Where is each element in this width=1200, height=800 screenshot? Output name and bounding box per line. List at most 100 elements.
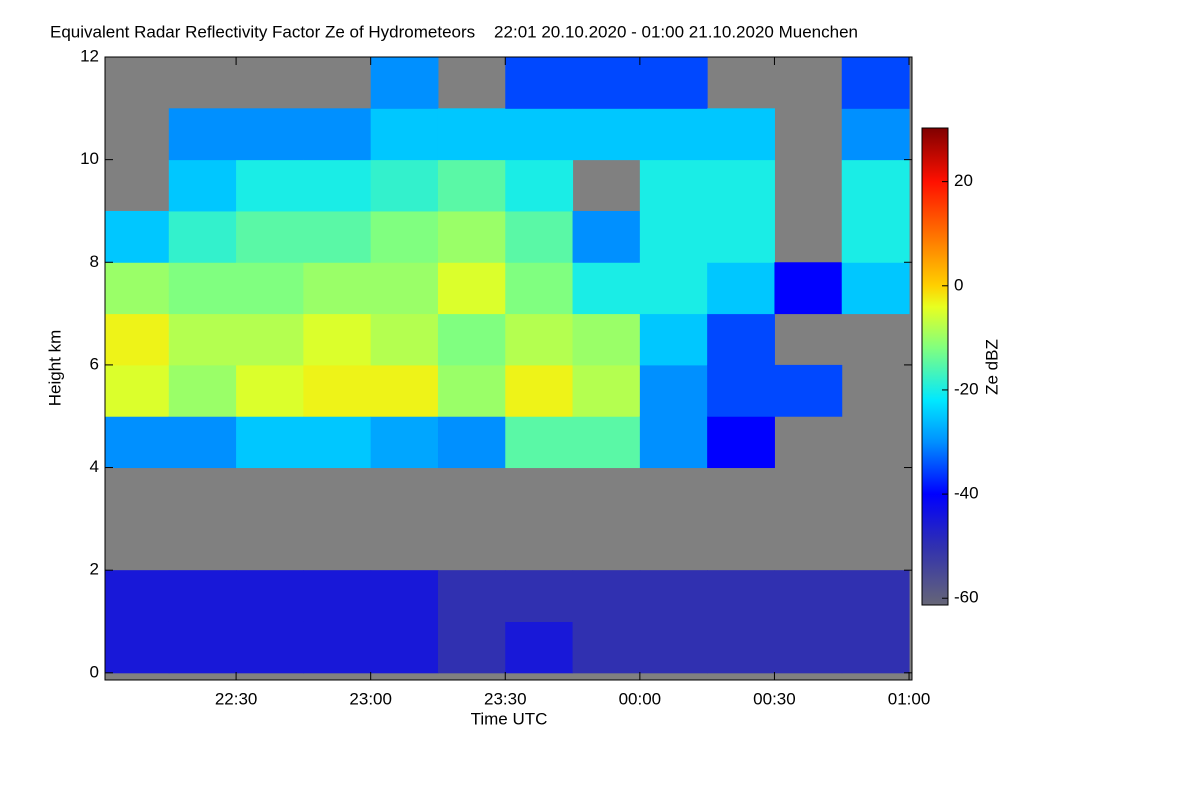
y-tick-label: 6 — [90, 354, 99, 373]
heatmap-cell — [168, 262, 237, 315]
x-tick-label: 23:30 — [484, 689, 527, 708]
heatmap-cell — [639, 313, 708, 366]
heatmap-cell — [437, 262, 506, 315]
heatmap-cell — [572, 262, 641, 315]
heatmap-cell — [303, 621, 372, 674]
heatmap-cell — [774, 364, 843, 417]
plot-frame — [104, 56, 913, 681]
heatmap-cell — [437, 570, 506, 622]
colorbar — [921, 127, 949, 606]
heatmap-cell — [639, 57, 708, 109]
x-tick-label: 22:30 — [215, 689, 258, 708]
heatmap-cell — [774, 621, 843, 674]
heatmap-cell — [437, 313, 506, 366]
heatmap-cell — [370, 159, 439, 212]
heatmap-cell — [774, 570, 843, 622]
heatmap-cell — [370, 57, 439, 109]
heatmap-cell — [639, 364, 708, 417]
x-axis-label: Time UTC — [471, 709, 548, 728]
heatmap-cell — [707, 108, 775, 161]
heatmap-cell — [639, 416, 708, 469]
heatmap-cell — [105, 364, 170, 417]
heatmap-cell — [168, 108, 237, 161]
heatmap-cell — [437, 364, 506, 417]
heatmap-cell — [370, 621, 439, 674]
chart-title: Equivalent Radar Reflectivity Factor Ze … — [50, 22, 858, 41]
heatmap-cell — [168, 416, 237, 469]
heatmap-cell — [105, 262, 170, 315]
heatmap-cell — [370, 108, 439, 161]
colorbar-tick-label: -20 — [954, 379, 979, 398]
heatmap-cell — [505, 210, 574, 263]
heatmap-cell — [505, 364, 574, 417]
heatmap-cell — [505, 621, 574, 674]
heatmap-cell — [236, 621, 304, 674]
heatmap-cell — [774, 262, 843, 315]
heatmap-cell — [303, 210, 372, 263]
heatmap-cell — [437, 159, 506, 212]
heatmap-cell — [841, 262, 910, 315]
heatmap-cell — [236, 159, 304, 212]
heatmap-cell — [639, 159, 708, 212]
heatmap-cell — [236, 108, 304, 161]
colorbar-tick-label: -60 — [954, 588, 979, 607]
heatmap-cell — [505, 57, 574, 109]
heatmap-cell — [370, 262, 439, 315]
heatmap-cell — [303, 159, 372, 212]
x-tick-label: 00:30 — [753, 689, 796, 708]
heatmap-cell — [572, 57, 641, 109]
heatmap-cell — [572, 210, 641, 263]
heatmap-cell — [437, 108, 506, 161]
colorbar-label: Ze dBZ — [982, 339, 1001, 395]
y-axis-label: Height km — [45, 330, 64, 407]
heatmap-cell — [841, 570, 910, 622]
heatmap-cell — [236, 210, 304, 263]
heatmap-cell — [437, 210, 506, 263]
heatmap-cell — [841, 57, 910, 109]
heatmap-cell — [168, 570, 237, 622]
heatmap-cells — [105, 57, 910, 674]
heatmap-cell — [639, 621, 708, 674]
heatmap-cell — [505, 262, 574, 315]
y-tick-label: 10 — [80, 149, 99, 168]
heatmap-cell — [707, 210, 775, 263]
y-tick-label: 2 — [90, 560, 99, 579]
heatmap-cell — [707, 262, 775, 315]
heatmap-cell — [572, 416, 641, 469]
heatmap-cell — [370, 210, 439, 263]
heatmap-cell — [639, 210, 708, 263]
heatmap-cell — [105, 416, 170, 469]
heatmap-cell — [505, 108, 574, 161]
heatmap-cell — [841, 108, 910, 161]
colorbar-tick-label: 0 — [954, 275, 963, 294]
heatmap-cell — [168, 313, 237, 366]
heatmap-cell — [572, 621, 641, 674]
heatmap-cell — [236, 570, 304, 622]
heatmap-cell — [707, 313, 775, 366]
x-tick-label: 23:00 — [349, 689, 392, 708]
heatmap-cell — [370, 364, 439, 417]
x-tick-label: 01:00 — [888, 689, 931, 708]
heatmap-cell — [505, 159, 574, 212]
heatmap-cell — [303, 570, 372, 622]
heatmap-cell — [437, 416, 506, 469]
heatmap-cell — [841, 159, 910, 212]
heatmap-cell — [707, 570, 775, 622]
heatmap-cell — [370, 416, 439, 469]
heatmap-cell — [505, 416, 574, 469]
heatmap-cell — [105, 313, 170, 366]
colorbar-tick-label: 20 — [954, 171, 973, 190]
heatmap-cell — [236, 364, 304, 417]
heatmap-cell — [572, 313, 641, 366]
heatmap-cell — [105, 621, 170, 674]
heatmap-cell — [236, 262, 304, 315]
heatmap-cell — [236, 416, 304, 469]
heatmap-cell — [505, 313, 574, 366]
heatmap-cell — [303, 416, 372, 469]
heatmap-cell — [707, 416, 775, 469]
heatmap-cell — [168, 364, 237, 417]
heatmap-cell — [105, 210, 170, 263]
heatmap-cell — [370, 570, 439, 622]
